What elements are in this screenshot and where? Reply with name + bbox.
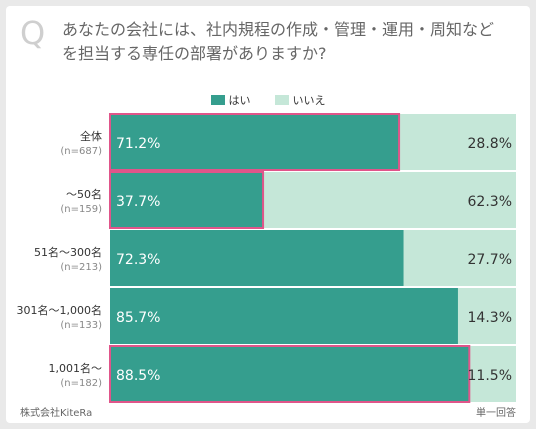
value-label-no-0: 28.8%: [468, 136, 512, 152]
legend: はい いいえ: [0, 92, 536, 108]
category-label-2: 51名〜300名: [34, 245, 102, 259]
legend-label-yes: はい: [228, 94, 251, 107]
category-label-1: 〜50名: [66, 187, 102, 201]
source-label: 株式会社KiteRa: [20, 408, 93, 419]
legend-swatch-yes: [210, 95, 225, 105]
value-label-yes-0: 71.2%: [116, 136, 160, 152]
category-n-3: (n=133): [60, 320, 102, 331]
value-label-no-3: 14.3%: [468, 310, 512, 326]
question-marker: Q: [20, 14, 46, 52]
value-label-yes-3: 85.7%: [116, 310, 160, 326]
category-n-4: (n=182): [60, 378, 102, 389]
bar-yes-3: [110, 288, 458, 344]
bar-yes-0: [109, 113, 401, 171]
category-n-2: (n=213): [60, 262, 102, 273]
category-label-4: 1,001名〜: [49, 361, 103, 375]
category-label-3: 301名〜1,000名: [17, 303, 103, 317]
category-n-1: (n=159): [60, 204, 102, 215]
value-label-no-2: 27.7%: [468, 252, 512, 268]
category-label-0: 全体: [80, 129, 102, 143]
legend-item-yes: はい: [210, 92, 251, 108]
chart-title: あなたの会社には、社内規程の作成・管理・運用・周知などを担当する専任の部署があり…: [62, 20, 495, 63]
value-label-no-4: 11.5%: [468, 368, 512, 384]
value-label-yes-4: 88.5%: [116, 368, 160, 384]
legend-label-no: いいえ: [292, 94, 326, 107]
value-label-yes-2: 72.3%: [116, 252, 160, 268]
bar-yes-1: [109, 171, 265, 229]
legend-item-no: いいえ: [274, 92, 326, 108]
bar-yes-4: [109, 345, 471, 403]
value-label-yes-1: 37.7%: [116, 194, 160, 210]
legend-swatch-no: [274, 95, 289, 105]
answer-type-label: 単一回答: [476, 408, 516, 419]
bar-yes-2: [110, 230, 404, 286]
category-n-0: (n=687): [60, 146, 102, 157]
value-label-no-1: 62.3%: [468, 194, 512, 210]
